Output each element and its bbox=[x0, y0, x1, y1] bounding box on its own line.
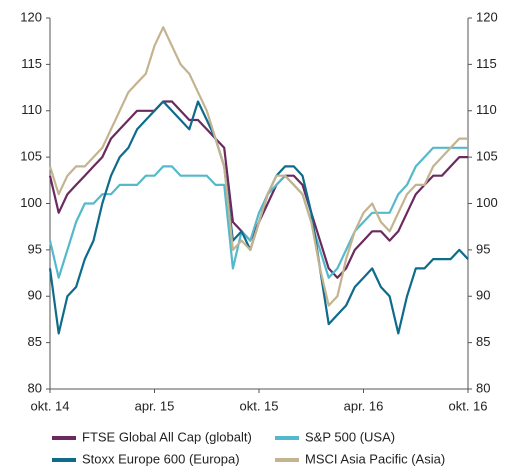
legend-label: MSCI Asia Pacific (Asia) bbox=[305, 451, 445, 466]
y2-tick-label: 100 bbox=[476, 195, 498, 210]
legend-label: FTSE Global All Cap (globalt) bbox=[82, 429, 252, 444]
y2-tick-label: 85 bbox=[476, 334, 490, 349]
y-tick-label: 95 bbox=[28, 241, 42, 256]
y-tick-label: 120 bbox=[20, 9, 42, 24]
legend-label: Stoxx Europe 600 (Europa) bbox=[82, 451, 240, 466]
x-tick-label: okt. 16 bbox=[448, 398, 487, 413]
y-tick-label: 85 bbox=[28, 334, 42, 349]
y-tick-label: 110 bbox=[21, 102, 42, 117]
x-tick-label: apr. 15 bbox=[135, 398, 175, 413]
x-tick-label: okt. 15 bbox=[239, 398, 278, 413]
y-tick-label: 80 bbox=[28, 380, 42, 395]
y2-tick-label: 80 bbox=[476, 380, 490, 395]
y2-tick-label: 115 bbox=[476, 56, 497, 71]
y-tick-label: 100 bbox=[20, 195, 42, 210]
x-tick-label: okt. 14 bbox=[30, 398, 69, 413]
legend-label: S&P 500 (USA) bbox=[305, 429, 395, 444]
y2-tick-label: 110 bbox=[476, 102, 497, 117]
x-tick-label: apr. 16 bbox=[344, 398, 384, 413]
y-tick-label: 90 bbox=[28, 288, 42, 303]
y2-tick-label: 90 bbox=[476, 288, 490, 303]
y-tick-label: 105 bbox=[20, 149, 42, 164]
y2-tick-label: 120 bbox=[476, 9, 498, 24]
series-line bbox=[48, 26, 468, 307]
y-tick-label: 115 bbox=[21, 56, 42, 71]
series-line bbox=[48, 146, 468, 279]
y2-tick-label: 95 bbox=[476, 241, 490, 256]
y2-tick-label: 105 bbox=[476, 149, 498, 164]
